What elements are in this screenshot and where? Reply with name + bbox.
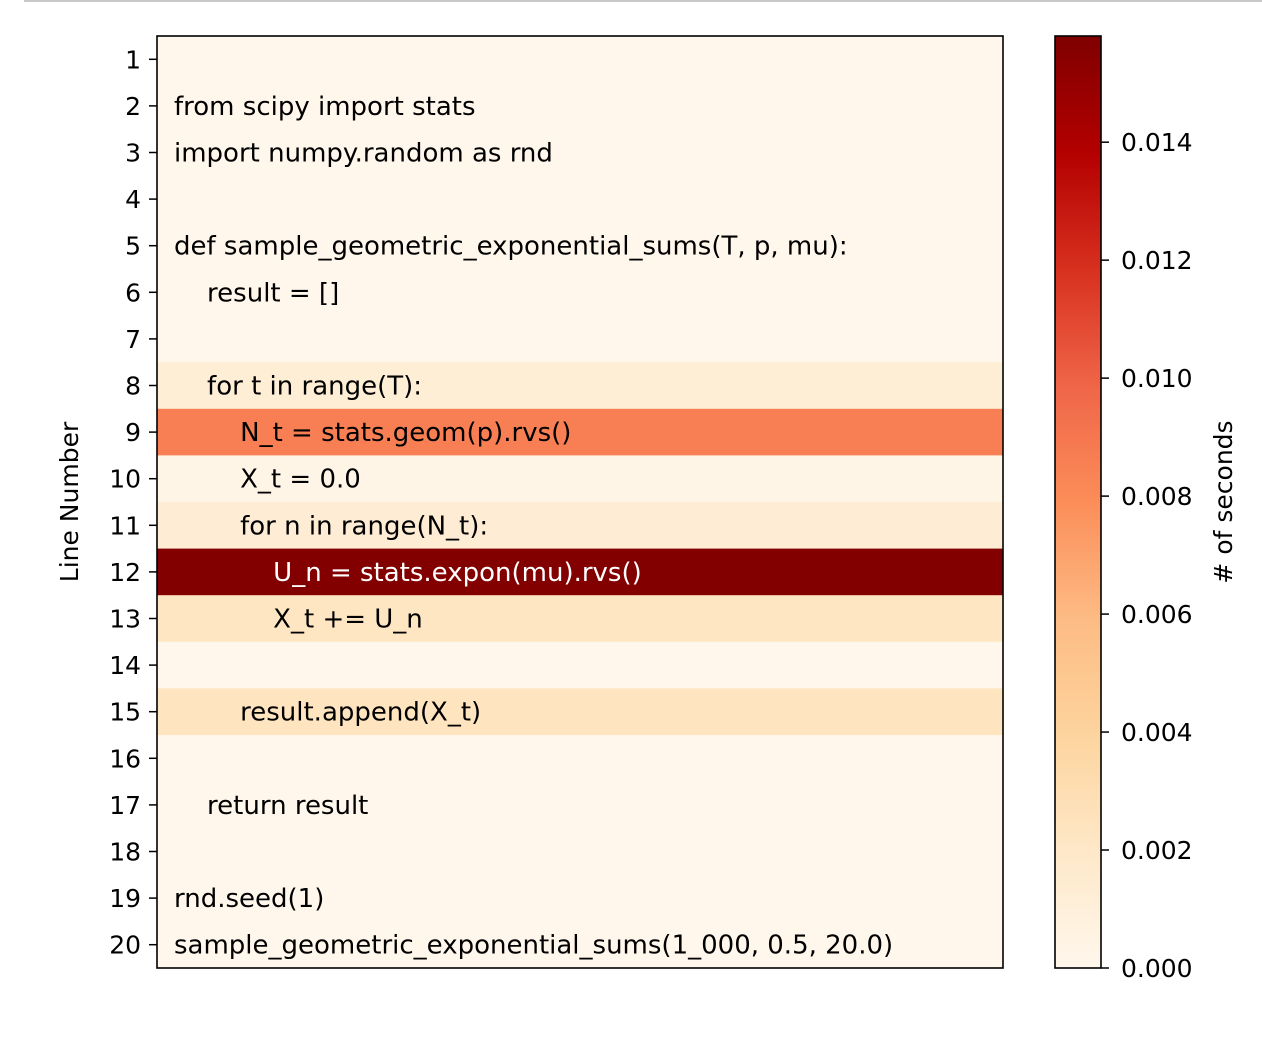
heatmap-cell-line-16 [157, 735, 1003, 783]
heatmap-cell-line-3 [157, 129, 1003, 177]
heatmap-cell-line-19 [157, 874, 1003, 922]
code-line-2: from scipy import stats [174, 92, 476, 122]
code-line-15: result.append(X_t) [174, 698, 481, 728]
colorbar-ticks: 0.000 0.002 0.004 0.006 0.008 0.010 0.012 0.014 [1101, 128, 1193, 983]
heatmap-cell-line-8 [157, 362, 1003, 410]
colorbar-tick-label-6: 0.012 [1121, 246, 1193, 275]
code-line-3: import numpy.random as rnd [174, 139, 553, 169]
y-tick-label-19: 19 [109, 884, 141, 913]
heatmap-cell-line-4 [157, 175, 1003, 223]
heatmap-cell-line-20 [157, 921, 1003, 969]
heatmap-rows [157, 36, 1003, 969]
heatmap-cell-line-13 [157, 595, 1003, 643]
code-line-9: N_t = stats.geom(p).rvs() [174, 418, 571, 448]
heatmap-cell-line-18 [157, 828, 1003, 876]
code-labels: from scipy import stats import numpy.rand… [174, 92, 893, 961]
colorbar-tick-label-4: 0.008 [1121, 482, 1193, 511]
colorbar-tick-label-5: 0.010 [1121, 364, 1193, 393]
heatmap-cell-line-12 [157, 548, 1003, 596]
y-tick-label-13: 13 [109, 605, 141, 634]
y-tick-label-5: 5 [125, 232, 141, 261]
y-tick-label-9: 9 [125, 418, 141, 447]
heatmap-cell-line-17 [157, 781, 1003, 829]
y-axis-label: Line Number [55, 421, 84, 582]
heatmap-cell-line-7 [157, 315, 1003, 363]
colorbar-gradient [1055, 36, 1101, 968]
y-tick-label-10: 10 [109, 465, 141, 494]
y-tick-label-6: 6 [125, 278, 141, 307]
heatmap-cell-line-10 [157, 455, 1003, 503]
heatmap-cell-line-2 [157, 82, 1003, 130]
code-line-10: X_t = 0.0 [174, 465, 361, 495]
code-line-8: for t in range(T): [174, 372, 422, 402]
code-line-11: for n in range(N_t): [174, 511, 488, 541]
heatmap-cell-line-9 [157, 408, 1003, 456]
code-line-20: sample_geometric_exponential_sums(1_000,… [174, 931, 893, 961]
y-tick-label-12: 12 [109, 558, 141, 587]
y-tick-label-16: 16 [109, 744, 141, 773]
code-line-17: return result [174, 791, 368, 821]
y-tick-label-7: 7 [125, 325, 141, 354]
y-tick-label-20: 20 [109, 931, 141, 960]
top-divider [24, 0, 1262, 2]
y-tick-label-14: 14 [109, 651, 141, 680]
colorbar-tick-label-2: 0.004 [1121, 718, 1193, 747]
code-line-13: X_t += U_n [174, 605, 423, 635]
heatmap-cell-line-5 [157, 222, 1003, 270]
y-tick-label-1: 1 [125, 45, 141, 74]
code-line-19: rnd.seed(1) [174, 884, 324, 914]
y-tick-label-11: 11 [109, 511, 141, 540]
heatmap-cell-line-6 [157, 269, 1003, 317]
y-tick-label-18: 18 [109, 838, 141, 867]
colorbar-label: # of seconds [1209, 420, 1238, 583]
plot-frame [156, 35, 1004, 969]
colorbar-tick-label-1: 0.002 [1121, 836, 1193, 865]
code-line-6: result = [] [174, 278, 339, 308]
y-tick-label-3: 3 [125, 139, 141, 168]
colorbar-tick-label-0: 0.000 [1121, 954, 1193, 983]
colorbar-frame [1054, 35, 1102, 969]
y-tick-label-4: 4 [125, 185, 141, 214]
y-tick-label-2: 2 [125, 92, 141, 121]
colorbar-tick-label-7: 0.014 [1121, 128, 1193, 157]
code-line-12: U_n = stats.expon(mu).rvs() [174, 558, 642, 588]
heatmap-cell-line-15 [157, 688, 1003, 736]
colorbar-tick-label-3: 0.006 [1121, 600, 1193, 629]
heatmap-cell-line-1 [157, 36, 1003, 84]
code-line-5: def sample_geometric_exponential_sums(T,… [174, 232, 848, 262]
y-tick-label-8: 8 [125, 372, 141, 401]
heatmap-cell-line-11 [157, 502, 1003, 550]
y-tick-label-15: 15 [109, 698, 141, 727]
y-tick-label-17: 17 [109, 791, 141, 820]
heatmap-cell-line-14 [157, 641, 1003, 689]
